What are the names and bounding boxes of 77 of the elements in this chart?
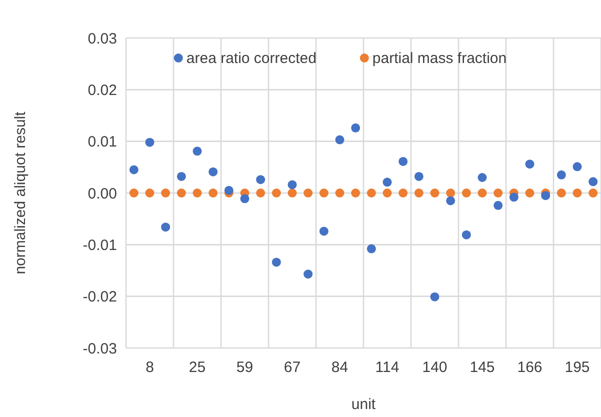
point (192, 188, 202, 198)
point (366, 244, 376, 254)
point (525, 160, 534, 169)
x-axis-title: unit (351, 396, 376, 413)
point (129, 188, 138, 198)
point (304, 188, 313, 198)
point (556, 170, 566, 180)
x-tick-label: 195 (564, 359, 590, 376)
point (272, 258, 281, 267)
x-tick-label: 114 (375, 359, 400, 376)
point (430, 292, 440, 302)
y-tick-label: 0.02 (88, 82, 117, 99)
point (145, 138, 154, 147)
point (351, 123, 360, 132)
point (446, 196, 456, 206)
point (588, 177, 598, 186)
point (525, 188, 534, 198)
x-tick-label: 166 (517, 359, 542, 376)
point (462, 188, 471, 198)
point (192, 146, 202, 156)
point (319, 226, 328, 236)
point (572, 162, 582, 172)
point (161, 188, 170, 198)
point (288, 180, 297, 190)
point (382, 178, 392, 187)
point (478, 188, 487, 198)
point (351, 188, 360, 198)
x-tick-label: 59 (236, 359, 254, 376)
point (398, 188, 408, 198)
point (288, 188, 297, 198)
point (145, 188, 154, 198)
y-tick-label: 0.01 (88, 134, 117, 151)
legend-label: partial mass fraction (372, 50, 507, 67)
point (335, 188, 344, 198)
point (414, 172, 424, 181)
point (319, 188, 328, 198)
legend-label: area ratio corrected (186, 50, 316, 67)
x-tick-label: 84 (331, 359, 348, 376)
point (478, 173, 487, 182)
point (414, 188, 424, 198)
y-tick-label: -0.01 (82, 236, 117, 254)
point (272, 188, 281, 198)
point (446, 188, 456, 198)
x-tick-label: 8 (146, 359, 154, 376)
point (556, 188, 566, 198)
point (208, 167, 218, 176)
point (304, 270, 313, 279)
x-tick-label: 25 (188, 359, 206, 376)
point (588, 188, 598, 198)
y-tick-label: -0.03 (82, 340, 117, 358)
point (509, 192, 518, 202)
y-tick-label: -0.02 (82, 288, 117, 306)
point (494, 200, 503, 210)
x-tick-label: 145 (470, 359, 495, 376)
point (208, 188, 218, 198)
point (430, 188, 440, 198)
point (462, 230, 471, 240)
point (382, 188, 392, 198)
point (366, 188, 376, 198)
point (398, 156, 408, 166)
point (494, 188, 503, 198)
x-tick-label: 140 (422, 359, 448, 376)
x-tick-label: 67 (284, 359, 301, 376)
point (161, 222, 170, 232)
point (541, 191, 550, 200)
point (256, 175, 266, 184)
y-tick-label: 0.00 (88, 185, 117, 202)
y-axis-title: normalized aliquot result (12, 110, 29, 274)
y-tick-label: 0.03 (88, 30, 117, 48)
point (176, 172, 186, 181)
point (240, 194, 250, 204)
point (224, 186, 234, 195)
point (256, 188, 266, 198)
point (129, 165, 138, 174)
point (176, 188, 186, 198)
point (335, 135, 344, 144)
point (572, 188, 582, 198)
